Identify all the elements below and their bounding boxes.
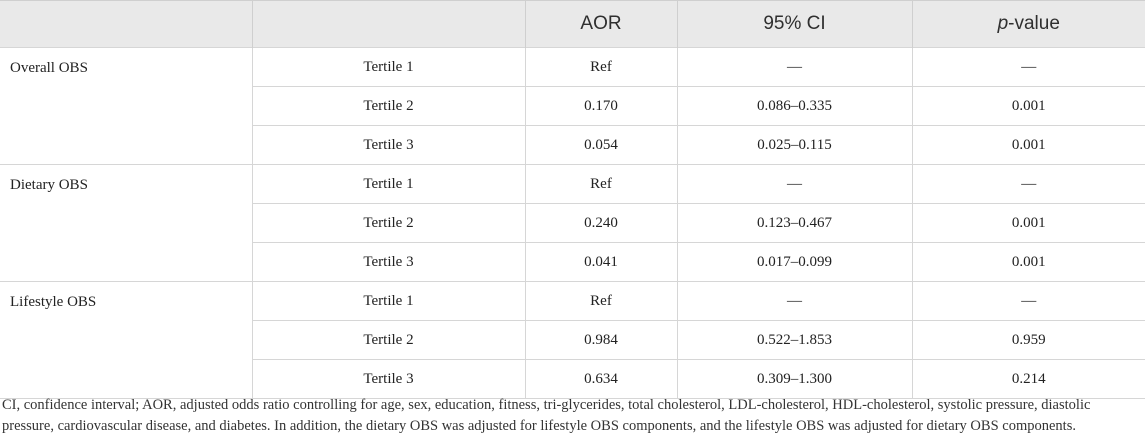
p-cell: 0.214 [911, 359, 1145, 399]
header-p-rest: -value [1008, 13, 1060, 34]
tertile-cell: Tertile 2 [251, 86, 525, 126]
p-cell: 0.001 [911, 203, 1145, 243]
tertile-cell: Tertile 1 [251, 47, 525, 87]
table-row: Tertile 2 0.240 0.123–0.467 0.001 [0, 203, 1145, 243]
group-label: Dietary OBS [0, 164, 252, 282]
aor-cell: 0.041 [524, 242, 677, 282]
table-row: Tertile 3 0.634 0.309–1.300 0.214 [0, 359, 1145, 399]
p-cell: 0.001 [911, 125, 1145, 165]
tertile-cell: Tertile 3 [251, 125, 525, 165]
p-cell: 0.959 [911, 320, 1145, 360]
header-tertile [251, 0, 525, 48]
ci-cell: 0.309–1.300 [676, 359, 912, 399]
header-aor: AOR [524, 0, 677, 48]
p-cell: 0.001 [911, 86, 1145, 126]
tertile-cell: Tertile 3 [251, 359, 525, 399]
ci-cell: 0.522–1.853 [676, 320, 912, 360]
ci-cell: 0.025–0.115 [676, 125, 912, 165]
aor-cell: Ref [524, 47, 677, 87]
ci-cell: 0.123–0.467 [676, 203, 912, 243]
aor-cell: 0.634 [524, 359, 677, 399]
aor-cell: 0.240 [524, 203, 677, 243]
aor-cell: 0.984 [524, 320, 677, 360]
p-cell: 0.001 [911, 242, 1145, 282]
table-row: Tertile 3 0.054 0.025–0.115 0.001 [0, 125, 1145, 165]
table-row: Lifestyle OBS Tertile 1 Ref — — [0, 281, 1145, 399]
header-row: AOR 95% CI p-value [0, 0, 1145, 48]
table-body: Overall OBS Tertile 1 Ref — — Tertile 2 … [0, 47, 1145, 399]
p-cell: — [911, 164, 1145, 204]
tertile-cell: Tertile 3 [251, 242, 525, 282]
header-p-italic: p [997, 13, 1009, 34]
table-row: Tertile 2 0.984 0.522–1.853 0.959 [0, 320, 1145, 360]
aor-cell: Ref [524, 281, 677, 321]
table-row: Tertile 2 0.170 0.086–0.335 0.001 [0, 86, 1145, 126]
ci-cell: 0.017–0.099 [676, 242, 912, 282]
table-footnote: CI, confidence interval; AOR, adjusted o… [2, 397, 1091, 434]
aor-cell: 0.170 [524, 86, 677, 126]
table-row: Tertile 3 0.041 0.017–0.099 0.001 [0, 242, 1145, 282]
p-cell: — [911, 281, 1145, 321]
header-p-value: p-value [911, 0, 1145, 48]
aor-cell: 0.054 [524, 125, 677, 165]
tertile-cell: Tertile 2 [251, 203, 525, 243]
group-label: Lifestyle OBS [0, 281, 252, 399]
header-group [0, 0, 252, 48]
ci-cell: 0.086–0.335 [676, 86, 912, 126]
aor-cell: Ref [524, 164, 677, 204]
tertile-cell: Tertile 1 [251, 281, 525, 321]
table-row: Overall OBS Tertile 1 Ref — — [0, 47, 1145, 165]
header-ci: 95% CI [676, 0, 912, 48]
ci-cell: — [676, 47, 912, 87]
tertile-cell: Tertile 1 [251, 164, 525, 204]
table-row: Dietary OBS Tertile 1 Ref — — [0, 164, 1145, 282]
ci-cell: — [676, 281, 912, 321]
ci-cell: — [676, 164, 912, 204]
p-cell: — [911, 47, 1145, 87]
results-table: AOR 95% CI p-value Overall OBS Tertile 1… [0, 0, 1145, 399]
table-header: AOR 95% CI p-value [0, 0, 1145, 48]
tertile-cell: Tertile 2 [251, 320, 525, 360]
group-label: Overall OBS [0, 47, 252, 165]
